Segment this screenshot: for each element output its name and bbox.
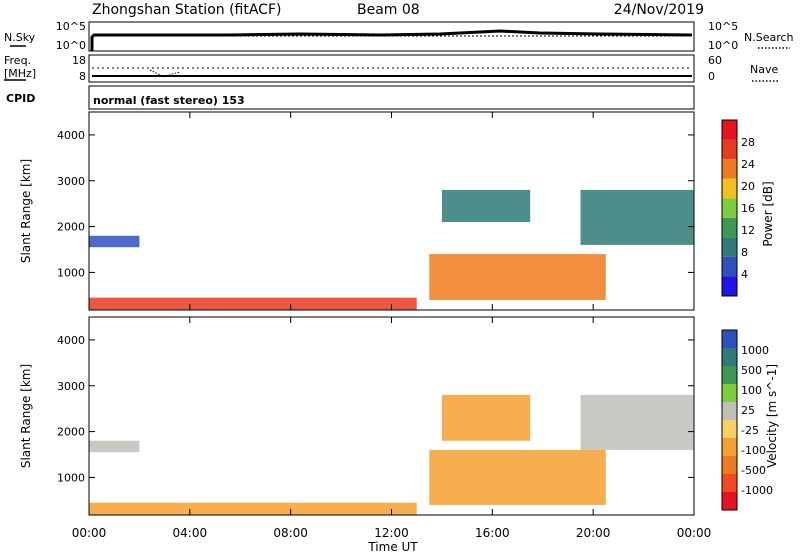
power-region-2: [429, 254, 606, 300]
x-tick-label: 20:00: [576, 526, 611, 540]
freq-label-1: Freq.: [4, 54, 31, 67]
colorbar-frame: [721, 119, 738, 297]
colorbar-tick-label: 28: [741, 136, 755, 149]
colorbar-frame: [721, 329, 738, 511]
colorbar-swatch: [722, 348, 737, 366]
colorbar-tick-label: 12: [741, 224, 755, 237]
colorbar-swatch: [722, 276, 737, 296]
nave-tick-high: 60: [708, 54, 722, 67]
beam-label: Beam 08: [357, 2, 420, 18]
power-regions: [89, 189, 694, 310]
velocity-ticks: 1000 2000 3000 4000: [57, 317, 695, 515]
cpid-panel-frame: [88, 85, 695, 110]
colorbar-swatch: [722, 420, 737, 438]
cpid-label: CPID: [6, 92, 35, 105]
nave-tick-low: 0: [708, 70, 715, 83]
colorbar-tick-label: -500: [741, 464, 766, 477]
colorbar-tick-label: 16: [741, 202, 755, 215]
x-tick-label: 04:00: [173, 526, 208, 540]
velocity-ylabel: Slant Range [km]: [19, 364, 33, 468]
x-tick-label: 00:00: [677, 526, 712, 540]
colorbar-swatch: [722, 402, 737, 420]
velocity-region-3: [441, 394, 531, 441]
colorbar-swatch: [722, 198, 737, 218]
colorbar-tick-label: -1000: [741, 484, 773, 497]
colorbar-swatch: [722, 330, 737, 348]
y-tick-label: 2000: [57, 426, 85, 439]
power-region-0: [89, 297, 417, 310]
colorbar-tick-label: -25: [741, 424, 759, 437]
colorbar-swatch: [722, 492, 737, 510]
station-title: Zhongshan Station (fitACF): [92, 2, 281, 18]
velocity-region-0: [89, 502, 417, 515]
colorbar-tick-label: 1000: [741, 344, 769, 357]
velocity-colorbar-label: Velocity [m s^-1]: [765, 364, 779, 468]
y-tick-label: 1000: [57, 471, 85, 484]
colorbar-tick-label: 25: [741, 404, 755, 417]
y-tick-label: 4000: [57, 129, 85, 142]
colorbar-swatch: [722, 438, 737, 456]
y-tick-label: 3000: [57, 380, 85, 393]
nsearch-tick-high: 10^5: [708, 20, 738, 33]
power-ticks: 1000 2000 3000 4000: [57, 112, 695, 310]
x-tick-label: 12:00: [374, 526, 409, 540]
velocity-region-1: [89, 440, 140, 453]
colorbar-tick-label: 20: [741, 180, 755, 193]
colorbar-tick-label: 8: [741, 246, 748, 259]
velocity-regions: [89, 394, 694, 515]
y-tick-label: 1000: [57, 266, 85, 279]
colorbar-swatch: [722, 178, 737, 199]
nsky-tick-high: 10^5: [56, 20, 86, 33]
nsky-panel-frame: [88, 21, 695, 52]
colorbar-tick-label: -100: [741, 444, 766, 457]
date-label: 24/Nov/2019: [614, 2, 704, 18]
colorbar-swatch: [722, 366, 737, 384]
nave-label: Nave: [750, 63, 778, 76]
nsearch-label: N.Search: [744, 31, 794, 44]
y-tick-label: 2000: [57, 221, 85, 234]
y-tick-label: 4000: [57, 334, 85, 347]
colorbar-swatch: [722, 139, 737, 160]
colorbar-tick-label: 4: [741, 268, 748, 281]
power-ylabel: Slant Range [km]: [19, 159, 33, 263]
colorbar-swatch: [722, 217, 737, 238]
freq-label-2: [MHz]: [4, 67, 36, 80]
nsky-tick-low: 10^0: [56, 39, 86, 52]
velocity-region-2: [429, 449, 606, 505]
y-tick-label: 3000: [57, 175, 85, 188]
freq-tick-high: 18: [72, 54, 86, 67]
colorbar-tick-label: 24: [741, 158, 755, 171]
power-region-3: [441, 189, 531, 222]
colorbar-swatch: [722, 120, 737, 140]
nsky-trace: [90, 29, 693, 51]
x-tick-labels: 00:00 04:00 08:00 12:00 16:00 20:00 00:00: [72, 526, 712, 540]
power-colorbar-label: Power [dB]: [761, 181, 775, 246]
colorbar-swatch: [722, 237, 737, 257]
velocity-region-4: [580, 394, 694, 450]
power-region-4: [580, 189, 694, 245]
nsearch-tick-low: 10^0: [708, 39, 738, 52]
power-panel: 1000 2000 3000 4000 Slant Range [km]: [19, 111, 695, 311]
colorbar-swatch: [722, 159, 737, 179]
colorbar-swatch: [722, 456, 737, 474]
velocity-colorbar: -1000 -500 -100 -25 25 100 500 1000: [721, 329, 773, 511]
freq-tick-low: 8: [79, 70, 86, 83]
x-tick-label: 16:00: [475, 526, 510, 540]
power-colorbar: 4 8 12 16 20 24 28: [721, 119, 755, 297]
cpid-text: normal (fast stereo) 153: [93, 94, 245, 107]
colorbar-swatch: [722, 256, 737, 277]
colorbar-swatch: [722, 474, 737, 492]
power-region-1: [89, 235, 140, 248]
colorbar-tick-label: 500: [741, 364, 762, 377]
velocity-panel: 1000 2000 3000 4000 Slant Range [km]: [19, 316, 695, 516]
colorbar-tick-label: 100: [741, 384, 762, 397]
colorbar-swatch: [722, 384, 737, 402]
x-tick-label: 08:00: [273, 526, 308, 540]
x-tick-label: 00:00: [72, 526, 107, 540]
x-axis-label: Time UT: [367, 540, 418, 554]
nsky-label: N.Sky: [4, 31, 36, 44]
freq-panel-frame: [88, 54, 695, 83]
